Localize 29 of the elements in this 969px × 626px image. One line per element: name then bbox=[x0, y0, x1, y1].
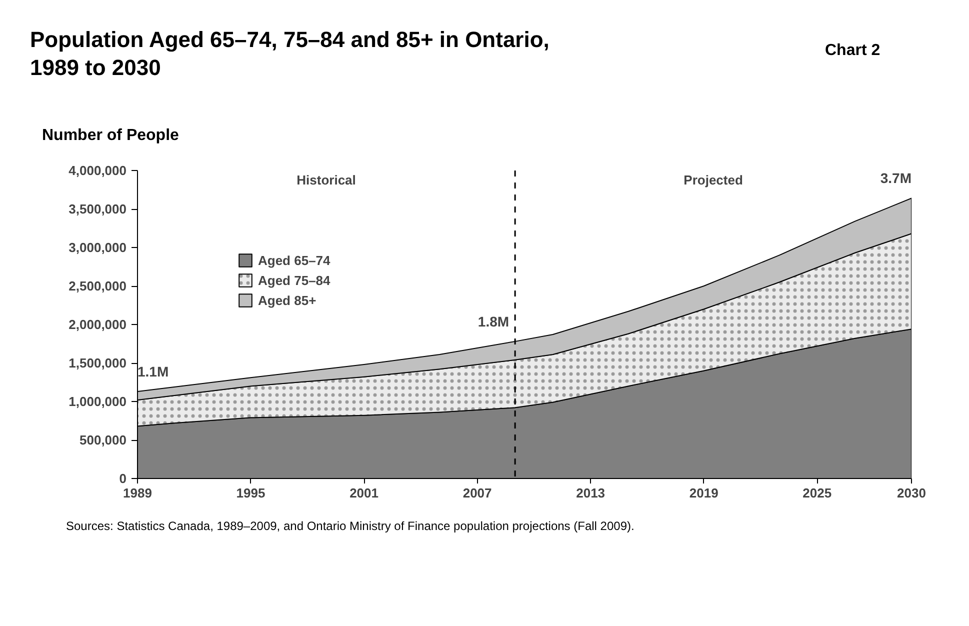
x-tick-label: 2007 bbox=[462, 486, 492, 500]
annotation: 3.7M bbox=[880, 170, 912, 186]
y-tick-label: 4,000,000 bbox=[68, 163, 127, 178]
x-tick-label: 2001 bbox=[350, 486, 378, 500]
x-tick-label: 2030 bbox=[897, 486, 926, 500]
annotation: Projected bbox=[684, 172, 743, 188]
y-tick-label: 2,500,000 bbox=[68, 278, 127, 294]
y-tick-label: 2,000,000 bbox=[68, 317, 127, 332]
x-tick-label: 2025 bbox=[802, 486, 832, 500]
legend-label: Aged 75–84 bbox=[258, 272, 330, 288]
y-tick-label: 1,500,000 bbox=[68, 356, 127, 370]
annotation: Historical bbox=[296, 172, 356, 188]
source-note: Sources: Statistics Canada, 1989–2009, and Ontario Ministry of Finance population projections (Fall 2009). bbox=[66, 518, 634, 535]
legend-label: Aged 85+ bbox=[258, 292, 316, 308]
annotation: 1.1M bbox=[138, 363, 169, 380]
y-tick-label: 1,000,000 bbox=[68, 394, 127, 409]
x-tick-label: 2013 bbox=[576, 486, 606, 500]
caption: Chart 2 bbox=[825, 41, 880, 61]
y-tick-label: 0 bbox=[119, 471, 127, 486]
x-tick-label: 1989 bbox=[123, 486, 152, 500]
y-tick-label: 3,500,000 bbox=[68, 202, 127, 216]
annotation: 1.8M bbox=[478, 313, 510, 330]
x-tick-label: 2019 bbox=[689, 486, 718, 500]
y-axis-title: Number of People bbox=[42, 126, 179, 146]
chart-title: Population Aged 65–74, 75–84 and 85+ in Ontario, 1989 to 2030 bbox=[30, 26, 550, 81]
x-tick-label: 1995 bbox=[236, 486, 266, 500]
y-tick-label: 500,000 bbox=[80, 432, 127, 448]
legend-label: Aged 65–74 bbox=[258, 252, 330, 268]
y-tick-label: 3,000,000 bbox=[68, 240, 127, 255]
